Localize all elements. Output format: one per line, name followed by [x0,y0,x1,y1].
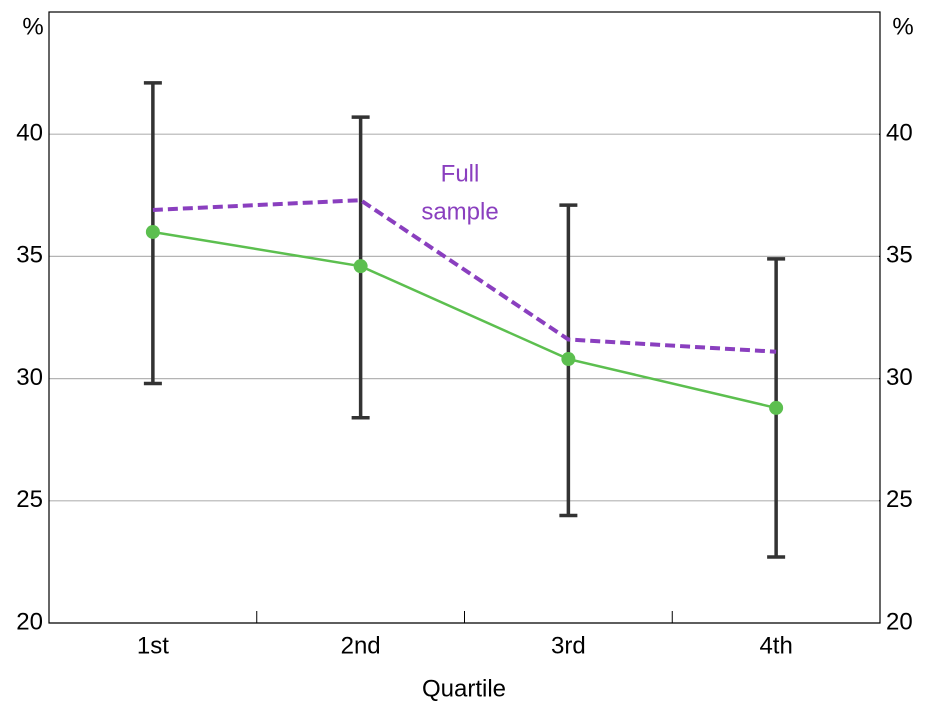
y2-tick-label: 35 [886,242,913,269]
x-axis-label: Quartile [422,675,506,702]
series-line [152,198,777,354]
x-tick-label: 2nd [341,632,381,659]
y2-unit: % [892,13,913,40]
y2-tick-label: 30 [886,364,913,391]
x-tick-label: 1st [137,632,169,659]
series-label: Full [441,160,480,187]
series-line [152,230,777,410]
point [145,224,160,239]
y-tick-label: 20 [16,608,43,635]
y-unit: % [22,13,43,40]
series-label: sample [421,198,498,225]
point [353,259,368,274]
point [561,352,576,367]
y-tick-label: 40 [16,120,43,147]
plot-frame [48,11,881,624]
x-tick-label: 4th [759,632,792,659]
point [769,400,784,415]
y-tick-label: 25 [16,486,43,513]
y2-tick-label: 25 [886,486,913,513]
y2-tick-label: 20 [886,608,913,635]
y2-tick-label: 40 [886,120,913,147]
x-tick-label: 3rd [551,632,586,659]
y-tick-label: 35 [16,242,43,269]
y-tick-label: 30 [16,364,43,391]
